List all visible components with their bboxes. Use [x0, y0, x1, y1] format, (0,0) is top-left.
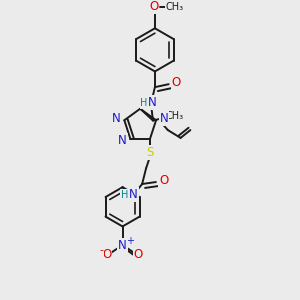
Text: H: H — [140, 98, 148, 108]
Text: N: N — [148, 96, 156, 109]
Text: O: O — [159, 174, 168, 187]
Text: O: O — [102, 248, 112, 261]
Text: N: N — [112, 112, 121, 125]
Text: CH₃: CH₃ — [166, 111, 184, 121]
Text: O: O — [149, 0, 158, 13]
Text: N: N — [129, 188, 138, 201]
Text: N: N — [118, 238, 127, 252]
Text: H: H — [121, 190, 128, 200]
Text: S: S — [146, 146, 154, 159]
Text: N: N — [160, 112, 168, 125]
Text: -: - — [99, 245, 103, 255]
Text: CH₃: CH₃ — [166, 2, 184, 12]
Text: O: O — [172, 76, 181, 89]
Text: +: + — [126, 236, 134, 246]
Text: N: N — [118, 134, 127, 147]
Text: O: O — [134, 248, 143, 261]
